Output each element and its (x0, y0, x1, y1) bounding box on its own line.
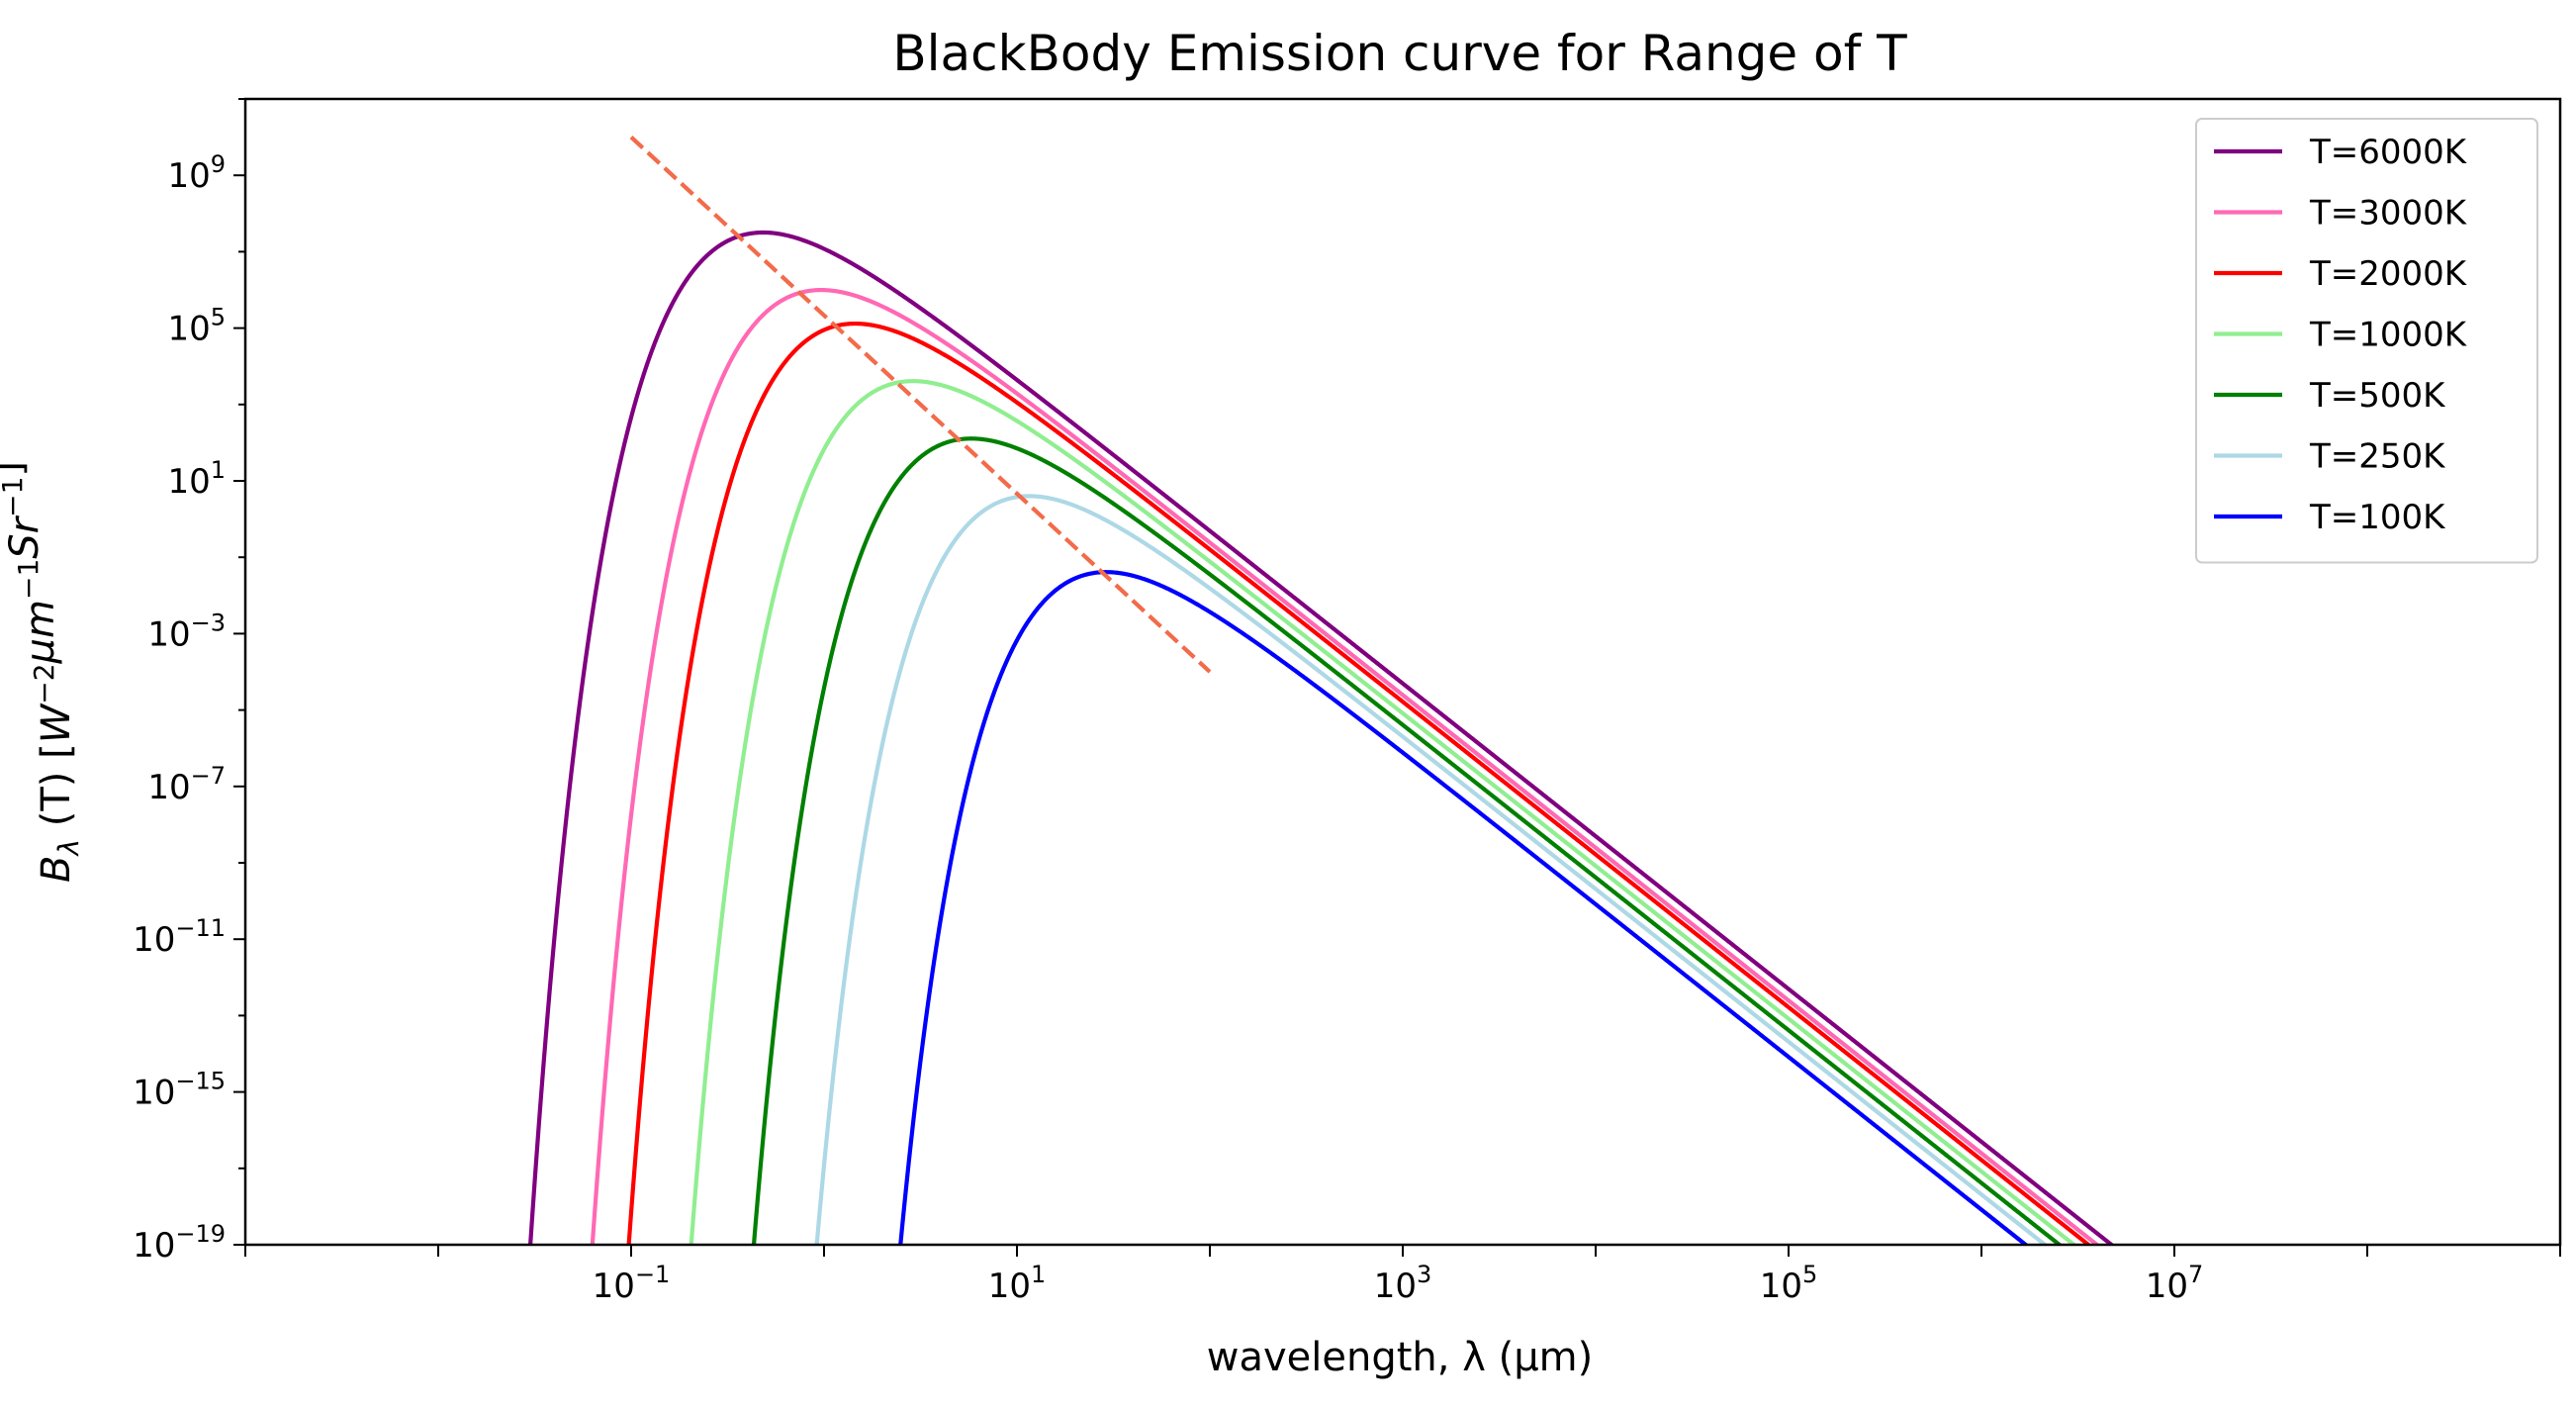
legend-label-3: T=1000K (2309, 316, 2468, 355)
legend-label-2: T=2000K (2309, 254, 2468, 294)
y-axis-label: Bλ (T) [W−2μm−1Sr−1] (0, 461, 85, 883)
series-line-2 (626, 321, 2092, 1245)
legend: T=6000K T=3000K T=2000K T=1000K T=500K T=250K… (2195, 118, 2538, 564)
legend-label-5: T=250K (2309, 437, 2446, 477)
x-axis-label: wavelength, λ (μm) (1207, 1335, 1593, 1380)
series-line-5 (814, 494, 2049, 1245)
axis-ticks: 10−1 101 103 105 107 109 105 101 10−3 10−7 10−11 10… (133, 98, 2561, 1306)
series-line-0 (527, 230, 2115, 1245)
y-tick-label-7: 10−19 (133, 1220, 226, 1266)
y-tick-label-6: 10−15 (133, 1068, 226, 1113)
series-line-4 (751, 436, 2064, 1245)
y-axis-label-text: Bλ (T) [W−2μm−1Sr−1] (0, 461, 85, 883)
y-tick-label-4: 10−7 (147, 762, 226, 807)
x-tick-label-3: 105 (1760, 1261, 1818, 1306)
legend-label-4: T=500K (2309, 376, 2446, 416)
x-tick-label-1: 101 (988, 1261, 1047, 1306)
series-line-1 (590, 287, 2101, 1245)
x-tick-label-4: 107 (2146, 1261, 2204, 1306)
chart-title: BlackBody Emission curve for Range of T (892, 25, 1907, 82)
legend-label-6: T=100K (2309, 498, 2446, 537)
series-line-3 (689, 379, 2077, 1245)
y-tick-label-2: 101 (167, 456, 226, 502)
wien-displacement-line (629, 136, 1212, 674)
x-tick-label-2: 103 (1374, 1261, 1432, 1306)
legend-label-1: T=3000K (2309, 194, 2468, 234)
legend-label-0: T=6000K (2309, 133, 2468, 172)
y-tick-label-1: 105 (167, 304, 226, 349)
legend-box (2195, 118, 2538, 564)
x-tick-label-0: 10−1 (593, 1261, 671, 1306)
y-tick-label-5: 10−11 (133, 914, 226, 960)
y-tick-label-3: 10−3 (147, 609, 226, 654)
wien-line-layer (629, 136, 1212, 674)
y-tick-label-0: 109 (167, 150, 226, 196)
